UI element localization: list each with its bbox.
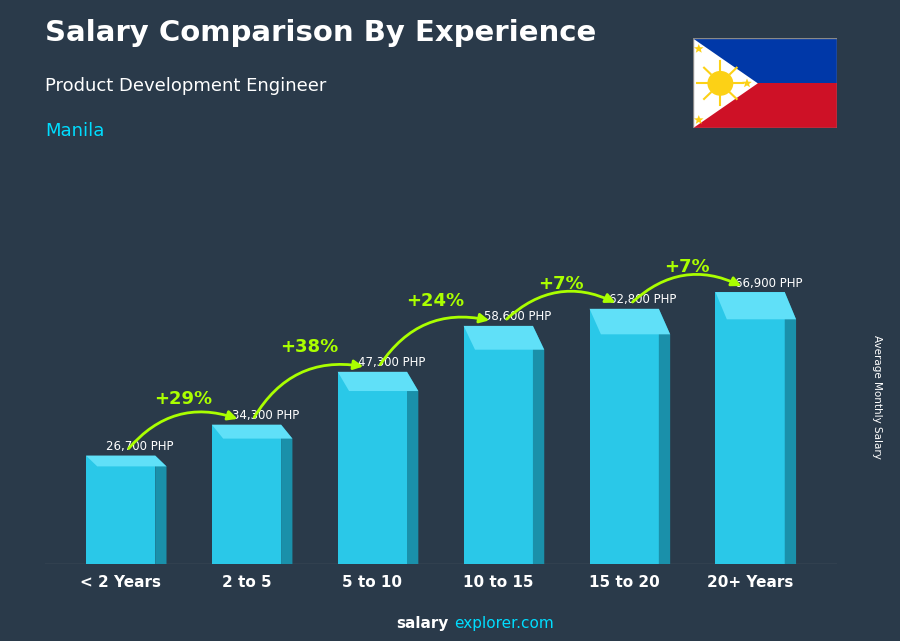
Bar xyxy=(716,292,785,564)
Text: Manila: Manila xyxy=(45,122,104,140)
Polygon shape xyxy=(785,292,796,564)
Text: Product Development Engineer: Product Development Engineer xyxy=(45,77,327,95)
Text: +7%: +7% xyxy=(664,258,710,276)
Bar xyxy=(590,309,659,564)
Bar xyxy=(86,456,155,564)
Polygon shape xyxy=(464,326,544,350)
Polygon shape xyxy=(155,456,166,564)
Text: 34,300 PHP: 34,300 PHP xyxy=(231,409,299,422)
Polygon shape xyxy=(694,44,704,53)
Polygon shape xyxy=(659,309,670,564)
Text: +7%: +7% xyxy=(538,274,584,292)
Polygon shape xyxy=(338,372,418,391)
Bar xyxy=(338,372,407,564)
Polygon shape xyxy=(86,456,166,467)
Polygon shape xyxy=(407,372,418,564)
Text: 47,300 PHP: 47,300 PHP xyxy=(357,356,425,369)
Text: explorer.com: explorer.com xyxy=(454,617,554,631)
Text: salary: salary xyxy=(396,617,448,631)
Polygon shape xyxy=(694,115,704,124)
Text: 26,700 PHP: 26,700 PHP xyxy=(105,440,173,453)
Bar xyxy=(212,424,281,564)
Bar xyxy=(693,38,837,83)
Circle shape xyxy=(707,71,733,96)
Polygon shape xyxy=(590,309,670,335)
Polygon shape xyxy=(742,78,752,87)
Text: Average Monthly Salary: Average Monthly Salary xyxy=(872,335,883,460)
Polygon shape xyxy=(281,424,292,564)
Bar xyxy=(464,326,533,564)
Bar xyxy=(693,83,837,128)
Text: +24%: +24% xyxy=(406,292,464,310)
Polygon shape xyxy=(716,292,796,319)
Polygon shape xyxy=(533,326,544,564)
Text: 58,600 PHP: 58,600 PHP xyxy=(483,310,551,324)
Polygon shape xyxy=(212,424,292,438)
Text: 62,800 PHP: 62,800 PHP xyxy=(609,294,677,306)
Text: Salary Comparison By Experience: Salary Comparison By Experience xyxy=(45,19,596,47)
Polygon shape xyxy=(693,38,758,128)
Text: +38%: +38% xyxy=(280,338,338,356)
Text: 66,900 PHP: 66,900 PHP xyxy=(735,277,803,290)
Text: +29%: +29% xyxy=(155,390,212,408)
